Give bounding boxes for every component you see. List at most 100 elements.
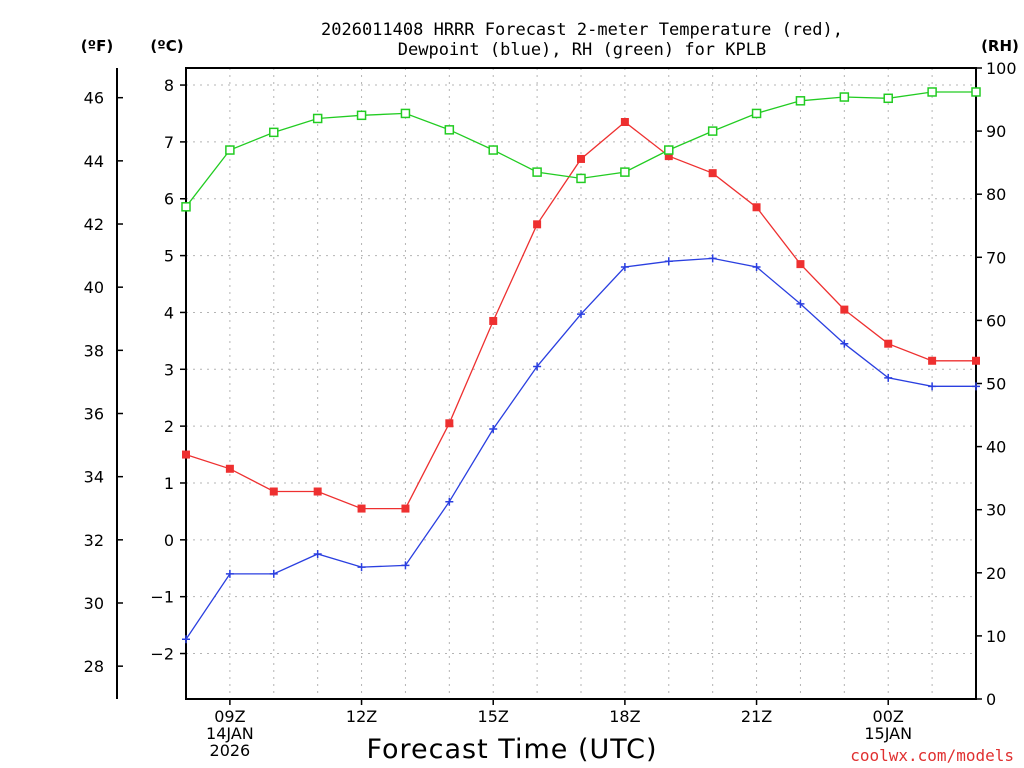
rh-point (576, 173, 586, 184)
x-tick-label: 15JAN (864, 724, 912, 743)
x-tick-label: 00Z (873, 707, 904, 726)
rh-tick-label: 40 (986, 438, 1006, 457)
x-tick-label: 12Z (346, 707, 377, 726)
fahrenheit-tick-label: 28 (84, 657, 104, 676)
rh-point (269, 127, 279, 138)
dewpoint-point (357, 563, 366, 572)
dewpoint-point (620, 262, 629, 271)
fahrenheit-unit-label: (ºF) (81, 37, 113, 55)
rh-point (225, 145, 235, 155)
rh-tick-label: 30 (986, 501, 1006, 520)
fahrenheit-tick-label: 34 (84, 468, 104, 487)
celsius-tick-label: 7 (164, 133, 174, 152)
rh-point (400, 108, 411, 119)
fahrenheit-tick-label: 44 (84, 152, 104, 171)
rh-point (488, 145, 498, 155)
celsius-tick-label: −2 (150, 645, 174, 664)
dewpoint-point (752, 262, 761, 271)
rh-tick-label: 80 (986, 185, 1006, 204)
temperature-point (357, 504, 366, 513)
x-tick-label: 09Z (214, 707, 245, 726)
x-tick-label: 15Z (478, 707, 509, 726)
rh-point (839, 92, 850, 102)
fahrenheit-tick-label: 42 (84, 215, 104, 234)
temperature-point (445, 419, 454, 428)
rh-tick-label: 20 (986, 564, 1006, 583)
temperature-point (708, 169, 717, 178)
temperature-point (972, 356, 980, 365)
temperature-point (401, 504, 410, 513)
temperature-point (752, 203, 761, 212)
rh-point (707, 126, 718, 136)
dewpoint-point (225, 569, 234, 578)
fahrenheit-tick-label: 30 (84, 594, 104, 613)
rh-point (927, 87, 937, 97)
temperature-point (928, 356, 937, 365)
temperature-point (182, 450, 190, 459)
temperature-point (313, 487, 322, 496)
dewpoint-point (533, 362, 542, 371)
dewpoint-point (708, 254, 717, 263)
rh-tick-label: 60 (986, 311, 1006, 330)
celsius-unit-label: (ºC) (150, 37, 183, 55)
temperature-point (577, 154, 585, 163)
fahrenheit-tick-label: 40 (84, 278, 104, 297)
rh-point (751, 108, 762, 119)
credit-text[interactable]: coolwx.com/models (850, 746, 1014, 765)
rh-point (664, 145, 674, 155)
rh-point (356, 110, 367, 121)
temperature-point (620, 118, 629, 127)
dewpoint-series (182, 254, 980, 644)
rh-tick-label: 10 (986, 627, 1006, 646)
celsius-tick-label: 8 (164, 76, 174, 95)
rh-point (532, 167, 542, 177)
temperature-series (182, 118, 980, 513)
x-tick-label: 14JAN (206, 724, 254, 743)
dewpoint-point (182, 635, 190, 644)
x-tick-label: 2026 (210, 741, 251, 760)
chart-title-line2: Dewpoint (blue), RH (green) for KPLB (398, 40, 766, 60)
rh-point (971, 87, 981, 97)
x-tick-label: 18Z (609, 707, 640, 726)
rh-point (312, 113, 323, 124)
dewpoint-point (401, 561, 410, 570)
celsius-tick-label: 4 (164, 303, 174, 322)
dewpoint-point (972, 382, 980, 391)
temperature-point (225, 464, 234, 473)
temperature-point (840, 305, 849, 314)
dewpoint-point (577, 310, 585, 319)
dewpoint-point (664, 257, 673, 266)
rh-point (795, 96, 806, 106)
celsius-tick-label: 2 (164, 417, 174, 436)
dewpoint-point (884, 373, 893, 382)
temperature-point (269, 487, 278, 496)
fahrenheit-tick-label: 38 (84, 341, 104, 360)
temperature-point (533, 220, 542, 229)
axes: −2−1012345678283032343638404244460102030… (84, 59, 1017, 709)
rh-tick-label: 50 (986, 375, 1006, 394)
dewpoint-point (313, 550, 322, 559)
series-layer (181, 87, 981, 644)
celsius-tick-label: 0 (164, 531, 174, 550)
rh-point (883, 93, 893, 104)
fahrenheit-tick-label: 46 (84, 89, 104, 108)
temperature-point (796, 260, 805, 269)
fahrenheit-tick-label: 32 (84, 531, 104, 550)
dewpoint-point (928, 382, 937, 391)
rh-tick-label: 90 (986, 122, 1006, 141)
rh-point (181, 202, 191, 212)
rh-point (444, 125, 455, 135)
celsius-tick-label: 5 (164, 247, 174, 266)
x-axis-label: Forecast Time (UTC) (366, 734, 657, 765)
rh-tick-label: 0 (986, 690, 996, 709)
temperature-point (884, 339, 893, 348)
fahrenheit-tick-label: 36 (84, 405, 104, 424)
dewpoint-point (840, 339, 849, 348)
rh-tick-label: 70 (986, 248, 1006, 267)
rh-point (620, 167, 630, 177)
celsius-tick-label: 6 (164, 190, 174, 209)
temperature-point (664, 152, 673, 161)
celsius-tick-label: 3 (164, 360, 174, 379)
